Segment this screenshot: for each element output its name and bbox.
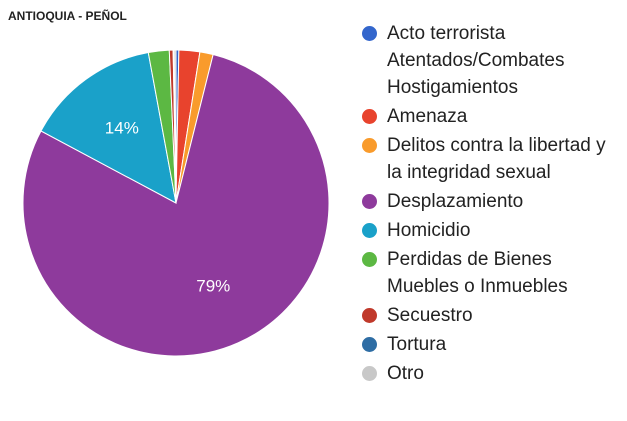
legend-item: Secuestro: [360, 302, 622, 329]
chart: ANTIOQUIA - PEÑOL 79% 14%: [8, 8, 330, 357]
legend-item: Acto terrorista Atentados/Combates Hosti…: [360, 20, 622, 101]
pie-slice: [173, 49, 177, 204]
pie-slice: [22, 53, 330, 357]
legend-label: Perdidas de Bienes Muebles o Inmuebles: [387, 249, 568, 297]
legend-swatch: [362, 26, 377, 41]
legend-item: Perdidas de Bienes Muebles o Inmuebles: [360, 246, 622, 300]
legend-item: Desplazamiento: [360, 188, 622, 215]
legend-item: Tortura: [360, 331, 622, 358]
legend-swatch: [362, 194, 377, 209]
legend-item: Amenaza: [360, 103, 622, 130]
legend-label: Otro: [387, 363, 424, 384]
legend-label: Tortura: [387, 334, 447, 355]
legend-swatch: [362, 223, 377, 238]
legend-swatch: [362, 138, 377, 153]
legend-label: Delitos contra la libertad y la integrid…: [387, 135, 606, 183]
legend-swatch: [362, 366, 377, 381]
legend-label: Desplazamiento: [387, 191, 524, 212]
legend-swatch: [362, 308, 377, 323]
slice-label: 14%: [105, 118, 139, 137]
chart-title: ANTIOQUIA - PEÑOL: [8, 8, 127, 23]
legend-item: Delitos contra la libertad y la integrid…: [360, 132, 622, 186]
legend-label: Secuestro: [387, 305, 473, 326]
legend-label: Homicidio: [387, 220, 471, 241]
legend-item: Homicidio: [360, 217, 622, 244]
pie-slice: [40, 51, 177, 204]
slice-label: 79%: [196, 276, 230, 295]
legend-label: Acto terrorista Atentados/Combates Hosti…: [387, 23, 565, 98]
legend-label: Amenaza: [387, 106, 468, 127]
legend-swatch: [362, 109, 377, 124]
legend-item: Otro: [360, 360, 622, 387]
legend: Acto terrorista Atentados/Combates Hosti…: [360, 20, 622, 389]
legend-swatch: [362, 252, 377, 267]
legend-swatch: [362, 337, 377, 352]
